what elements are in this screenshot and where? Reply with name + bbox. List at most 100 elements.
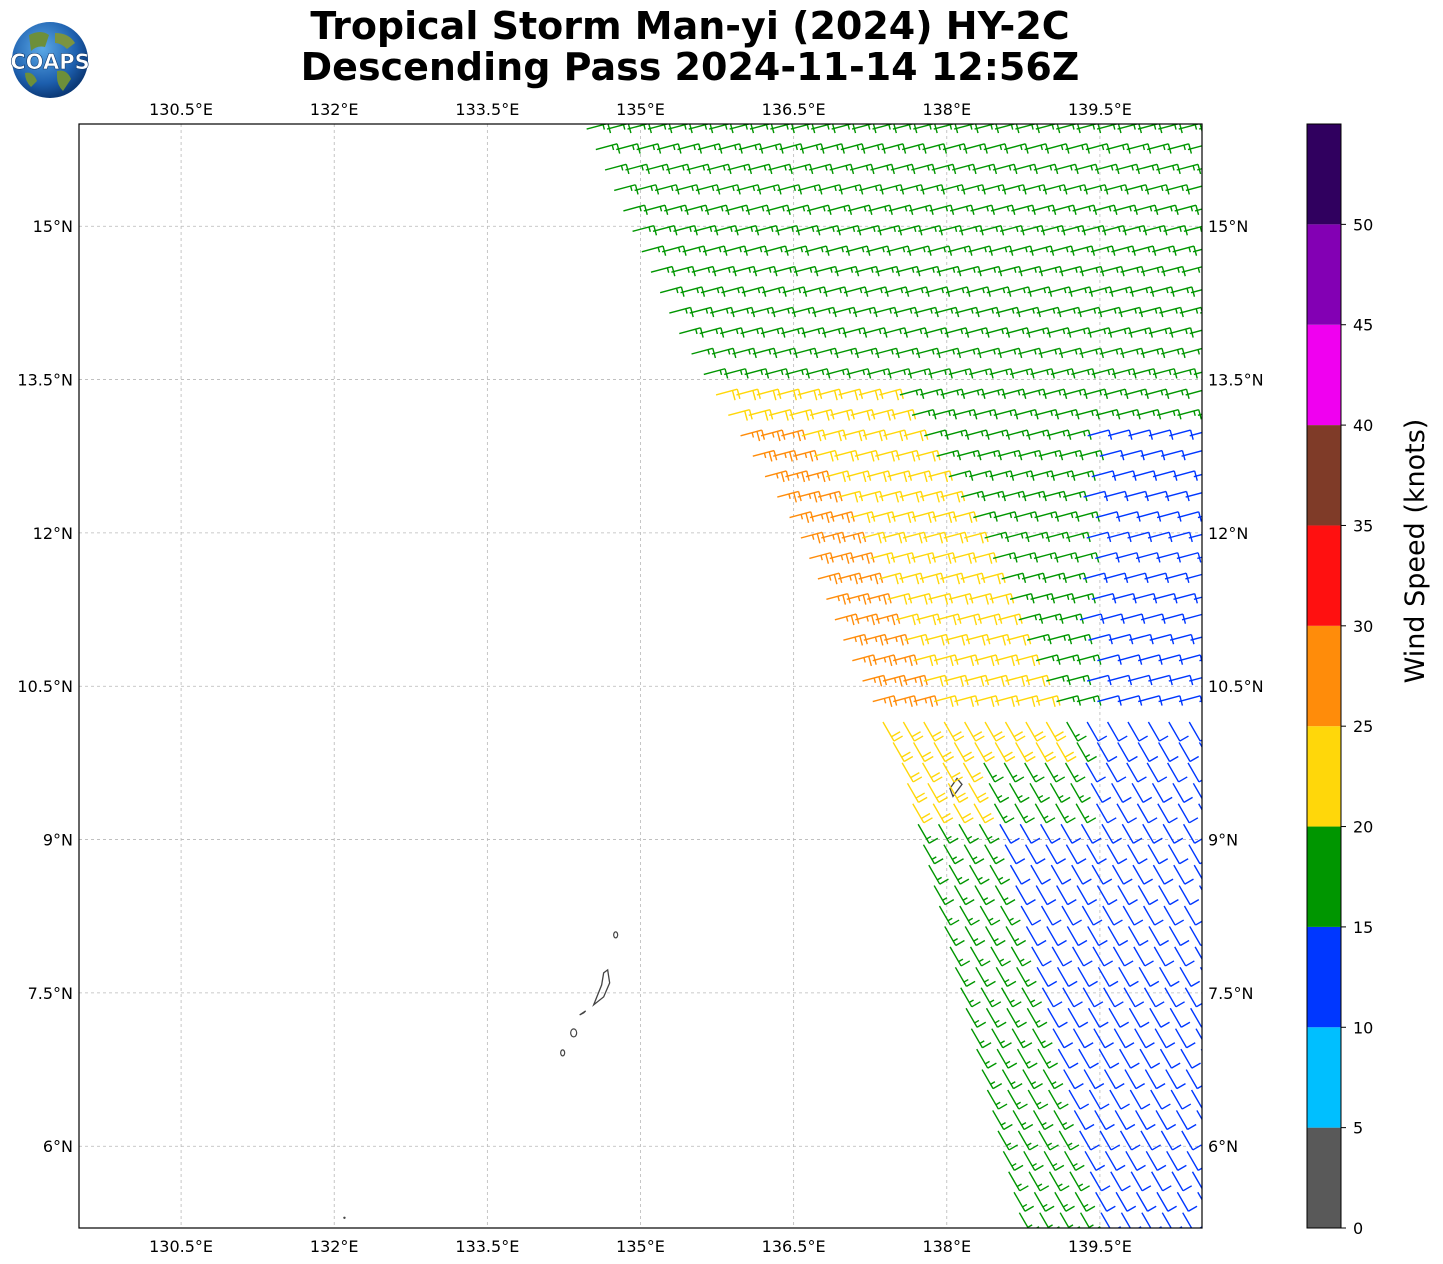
wind-barb [1076,742,1097,763]
wind-barb [1109,1089,1130,1110]
wind-barb [1123,987,1145,1008]
wind-barb [834,613,860,626]
wind-barb [1106,844,1128,865]
wind-barb [1139,1048,1161,1069]
wind-barb [1189,431,1202,437]
wind-barb [1126,762,1147,783]
wind-barb [817,572,843,585]
wind-barb [1042,1069,1064,1090]
colorbar-tick-label: 10 [1353,1018,1373,1037]
wind-barbs [586,124,1202,1228]
wind-barb [1156,1191,1177,1212]
wind-barb [1007,1089,1028,1110]
wind-barb [1056,885,1077,906]
wind-barb [979,905,1001,926]
wind-barb [964,926,986,947]
wind-barb [1153,946,1175,967]
wind-barb [973,803,995,824]
wind-barb [1004,721,1026,742]
wind-barb [1092,946,1114,967]
wind-barb [1019,823,1041,844]
wind-barb [1196,167,1202,171]
wind-barb [933,885,955,906]
wind-barb [1185,185,1202,192]
wind-barb [809,552,834,564]
wind-barb [1080,823,1102,844]
x-tick-label-top: 139.5°E [1068,100,1132,119]
wind-barb [1185,492,1202,498]
colorbar-bin [1307,726,1341,827]
wind-barb [921,762,943,783]
wind-barb [974,742,995,763]
wind-barb [855,613,880,626]
wind-barb [1034,803,1056,824]
plot-frame [78,123,1203,1229]
wind-barb [1024,762,1045,783]
wind-barb [1138,966,1160,987]
colorbar-bin [1307,1127,1341,1228]
wind-barb [1026,1007,1048,1028]
wind-barb [1140,1130,1161,1151]
wind-barb [1088,1089,1110,1110]
wind-barb [975,966,996,987]
wind-barb [1105,762,1127,783]
wind-barb [1008,1171,1029,1192]
wind-barb [1069,1171,1090,1192]
wind-barb [1070,782,1091,803]
wind-barb [1128,1007,1150,1028]
wind-barb [1117,885,1138,906]
colorbar-bin [1307,625,1341,727]
wind-barb [1017,1130,1039,1151]
wind-barb [988,782,1010,803]
wind-barb [1177,803,1199,824]
wind-barb [1076,885,1098,906]
wind-barb [1189,926,1202,947]
wind-barb [1113,1028,1135,1049]
wind-barb [1062,987,1083,1008]
wind-barb [1110,1171,1131,1192]
wind-barb [1135,1191,1157,1212]
wind-barb [1086,721,1108,742]
colorbar-tick-label: 30 [1353,617,1373,636]
wind-barb [1045,721,1067,742]
colorbar-tick-label: 50 [1353,215,1373,234]
grid-lines [79,124,1202,1228]
wind-barb [953,742,975,763]
wind-barb [1025,721,1046,742]
wind-barb [953,885,975,906]
wind-barb [1131,782,1153,803]
x-tick-label-bottom: 130.5°E [149,1237,213,1256]
wind-barb [1155,1110,1177,1131]
wind-barb [980,987,1002,1008]
wind-barb [1067,1007,1089,1028]
title-line-1: Tropical Storm Man-yi (2024) HY-2C [310,4,1070,48]
wind-barb [1060,823,1082,844]
wind-barb [1143,905,1164,926]
wind-barb [954,966,976,987]
wind-barb [1081,905,1103,926]
wind-barb [1087,926,1108,947]
wind-barb [1192,248,1202,253]
x-tick-label-bottom: 133.5°E [455,1237,519,1256]
wind-barb [1043,1150,1065,1171]
y-tick-label-left: 6°N [43,1137,73,1156]
wind-barb [1032,1110,1054,1131]
wind-barb [917,823,939,844]
colorbar-tick-label: 5 [1353,1119,1363,1138]
wind-barb [595,143,621,154]
wind-barb [1125,1150,1146,1171]
wind-barb [1159,966,1180,987]
wind-barb [1090,782,1112,803]
wind-barb [659,286,685,297]
wind-barb [1189,329,1202,335]
wind-barb [1068,1089,1090,1110]
wind-barb [623,204,648,216]
wind-barb [641,245,667,256]
wind-barb [1143,987,1165,1008]
wind-barb [1193,596,1202,601]
wind-barb [1064,1150,1085,1171]
colorbar-tick-label: 25 [1353,717,1373,736]
wind-barb [789,511,815,523]
wind-barb [1097,966,1119,987]
wind-barb [1200,1048,1202,1052]
